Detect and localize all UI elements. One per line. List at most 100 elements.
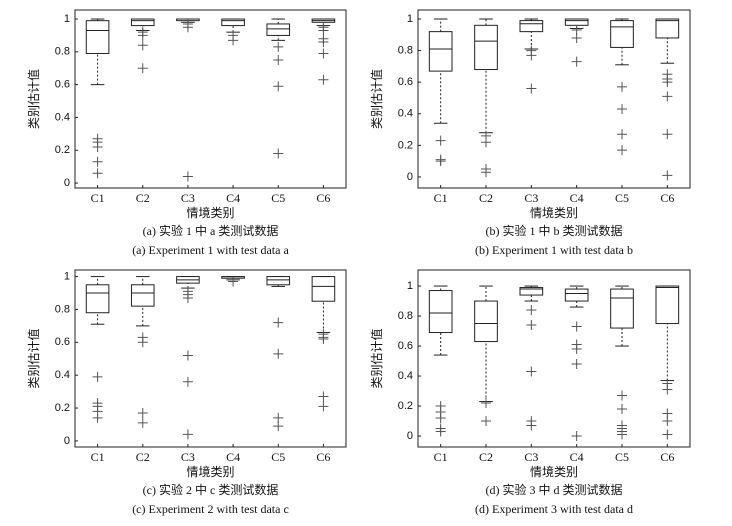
outlier [571,431,582,442]
box [221,18,245,27]
y-tick-label: 0.4 [55,111,70,123]
outlier [92,371,103,382]
outlier [137,337,148,348]
y-tick-label: 0.6 [55,336,70,348]
x-axis-label: 情境类别 [186,205,234,220]
box [474,24,498,71]
outlier [92,141,103,152]
x-tick-label: C2 [136,191,150,205]
box [428,31,453,72]
y-tick-label: 0 [64,177,70,189]
outlier [273,81,284,92]
y-axis-label: 类别估计值 [26,69,41,129]
caption-en: (c) Experiment 2 with test data c [132,502,289,516]
outlier [182,376,193,387]
outlier [92,156,103,167]
y-tick-label: 0 [407,171,413,183]
outlier [137,63,148,74]
outlier [435,156,446,167]
caption-cn: (b) 实验 1 中 b 类测试数据 [486,223,623,238]
y-tick-label: 0.2 [398,139,413,151]
outlier [318,74,329,85]
outlier [273,148,284,159]
outlier [273,317,284,328]
outlier [526,83,537,94]
y-tick-label: 0.2 [55,144,70,156]
outlier [481,167,491,178]
y-tick-label: 1 [64,13,70,25]
caption-cn: (d) 实验 3 中 d 类测试数据 [486,482,623,497]
outlier [228,276,239,287]
y-tick-label: 0.4 [398,108,413,120]
y-tick-label: 0 [407,430,413,442]
outlier [481,137,491,148]
x-tick-label: C3 [524,450,538,464]
outlier [273,348,284,359]
outlier [228,35,239,46]
box [266,23,291,36]
box [85,20,110,54]
x-tick-label: C6 [316,191,330,205]
box [519,20,544,33]
x-tick-label: C4 [570,450,584,464]
outlier [435,135,446,146]
y-axis-label: 类别估计值 [26,328,41,388]
outlier [273,421,284,432]
y-tick-label: 0.6 [398,340,413,352]
y-axis-label: 类别估计值 [369,69,384,129]
outlier [662,384,673,395]
outlier [617,104,627,115]
x-tick-label: C5 [271,450,285,464]
outlier [318,391,329,402]
y-axis-label: 类别估计值 [369,328,384,388]
x-axis-label: 情境类别 [530,464,578,479]
outlier [526,305,537,316]
outlier [273,55,284,66]
y-tick-label: 1 [64,270,70,282]
y-tick-label: 0.4 [398,370,413,382]
box [428,290,453,334]
y-tick-label: 1 [407,280,413,292]
x-tick-label: C5 [615,450,629,464]
x-tick-label: C5 [615,191,629,205]
y-tick-label: 0.4 [55,369,70,381]
outlier [318,401,329,412]
box [266,276,291,286]
outlier [662,429,673,440]
caption-en: (a) Experiment 1 with test data a [132,243,289,257]
caption-en: (b) Experiment 1 with test data b [475,243,633,257]
outlier [571,321,582,332]
y-tick-label: 0 [64,435,70,447]
y-tick-label: 1 [407,13,413,25]
y-tick-label: 0.8 [55,303,70,315]
y-tick-label: 0.2 [55,402,70,414]
y-tick-label: 0.8 [55,46,70,58]
x-tick-label: C2 [479,191,493,205]
caption-en: (d) Experiment 3 with test data d [475,502,633,516]
outlier [137,417,148,428]
outlier [435,426,446,437]
outlier [92,412,103,423]
outlier [481,398,491,409]
y-tick-label: 0.6 [55,79,70,91]
outlier [662,91,673,102]
x-tick-label: C2 [136,450,150,464]
outlier [617,145,627,156]
outlier [318,334,329,345]
outlier [182,292,193,303]
x-tick-label: C3 [181,450,195,464]
x-tick-label: C4 [226,450,240,464]
x-tick-label: C1 [91,450,105,464]
box [564,18,589,26]
outlier [617,404,627,415]
x-tick-label: C6 [660,191,674,205]
x-tick-label: C5 [271,191,285,205]
outlier [435,413,446,424]
outlier [318,36,329,47]
box [474,300,498,343]
outlier [92,168,103,179]
outlier [662,416,673,427]
y-tick-label: 0.2 [398,400,413,412]
caption-cn: (c) 实验 2 中 c 类测试数据 [143,482,279,497]
